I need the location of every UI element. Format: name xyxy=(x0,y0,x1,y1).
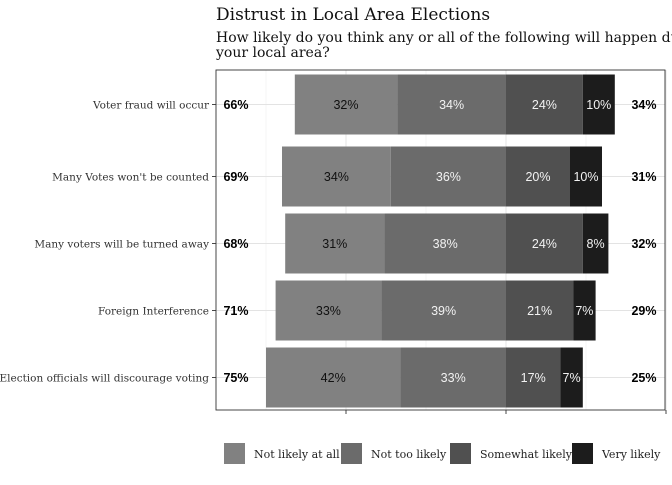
bar-1-row-1 xyxy=(294,74,398,135)
category-labels: Voter fraud will occur 66% 34% Many Votes w… xyxy=(0,98,657,385)
right-total-label: 34% xyxy=(631,98,656,112)
legend-swatch-2 xyxy=(341,443,362,464)
bar-value-label: 17% xyxy=(521,371,546,385)
bar-value-label: 10% xyxy=(573,170,598,184)
bar-value-label: 42% xyxy=(321,371,346,385)
category-label: Voter fraud will occur xyxy=(92,100,210,112)
bar-1-row-4 xyxy=(275,280,382,341)
left-total-label: 69% xyxy=(223,170,248,184)
category-label: Many voters will be turned away xyxy=(34,239,209,251)
legend-label-2: Not too likely xyxy=(371,448,447,461)
bar-3-row-3 xyxy=(506,213,583,274)
bar-value-label: 24% xyxy=(532,237,557,251)
x-axis-ticks xyxy=(345,410,667,414)
right-total-label: 29% xyxy=(631,304,656,318)
category-label: Election officials will discourage votin… xyxy=(0,373,209,385)
bar-value-label: 33% xyxy=(316,304,341,318)
right-total-label: 32% xyxy=(631,237,656,251)
bar-value-label: 39% xyxy=(431,304,456,318)
category-label: Foreign Interference xyxy=(98,306,209,318)
right-total-label: 31% xyxy=(631,170,656,184)
bar-2-row-2 xyxy=(390,146,506,207)
chart-subtitle-line-2: your local area? xyxy=(215,45,330,61)
bar-value-label: 34% xyxy=(439,98,464,112)
bar-value-label: 24% xyxy=(532,98,557,112)
bar-1-row-2 xyxy=(282,146,391,207)
bar-4-row-4 xyxy=(573,280,596,341)
bar-value-label: 32% xyxy=(333,98,358,112)
bar-4-row-3 xyxy=(582,213,609,274)
bar-4-row-1 xyxy=(582,74,615,135)
bar-4-row-5 xyxy=(560,347,583,408)
bar-3-row-1 xyxy=(506,74,583,135)
legend-label-1: Not likely at all xyxy=(254,448,340,461)
right-total-label: 25% xyxy=(631,371,656,385)
bar-value-label: 10% xyxy=(586,98,611,112)
category-label: Many Votes won't be counted xyxy=(52,172,209,184)
legend: Not likely at all Not too likely Somewhat … xyxy=(224,443,661,464)
bar-3-row-5 xyxy=(506,347,561,408)
chart-subtitle-line-1: How likely do you think any or all of th… xyxy=(216,30,672,46)
bar-2-row-5 xyxy=(400,347,506,408)
bar-value-label: 31% xyxy=(322,237,347,251)
bar-value-label: 33% xyxy=(441,371,466,385)
plot-panel xyxy=(215,69,666,411)
bar-value-label: 20% xyxy=(525,170,550,184)
bar-value-label: 7% xyxy=(563,371,581,385)
left-total-label: 66% xyxy=(223,98,248,112)
chart-title: Distrust in Local Area Elections xyxy=(216,5,490,25)
legend-swatch-3 xyxy=(450,443,471,464)
bar-1-row-3 xyxy=(285,213,385,274)
left-total-label: 75% xyxy=(223,371,248,385)
bar-value-label: 8% xyxy=(587,237,605,251)
legend-swatch-4 xyxy=(572,443,593,464)
bar-value-label: 21% xyxy=(527,304,552,318)
bar-2-row-4 xyxy=(381,280,506,341)
bars: 32% 34% 24% 10% 34% 36% 20% 10% 31% 38% 24% 8% 33% 39… xyxy=(266,74,615,408)
bar-1-row-5 xyxy=(266,347,401,408)
legend-swatch-1 xyxy=(224,443,245,464)
left-total-label: 71% xyxy=(223,304,248,318)
bar-2-row-3 xyxy=(384,213,506,274)
left-total-label: 68% xyxy=(223,237,248,251)
legend-label-4: Very likely xyxy=(601,448,661,461)
legend-label-3: Somewhat likely xyxy=(480,448,573,461)
bar-2-row-1 xyxy=(397,74,506,135)
bar-3-row-4 xyxy=(506,280,574,341)
bar-value-label: 36% xyxy=(436,170,461,184)
bar-4-row-2 xyxy=(570,146,602,207)
bar-value-label: 34% xyxy=(324,170,349,184)
bar-value-label: 38% xyxy=(433,237,458,251)
bar-3-row-2 xyxy=(506,146,570,207)
bar-value-label: 7% xyxy=(575,304,593,318)
